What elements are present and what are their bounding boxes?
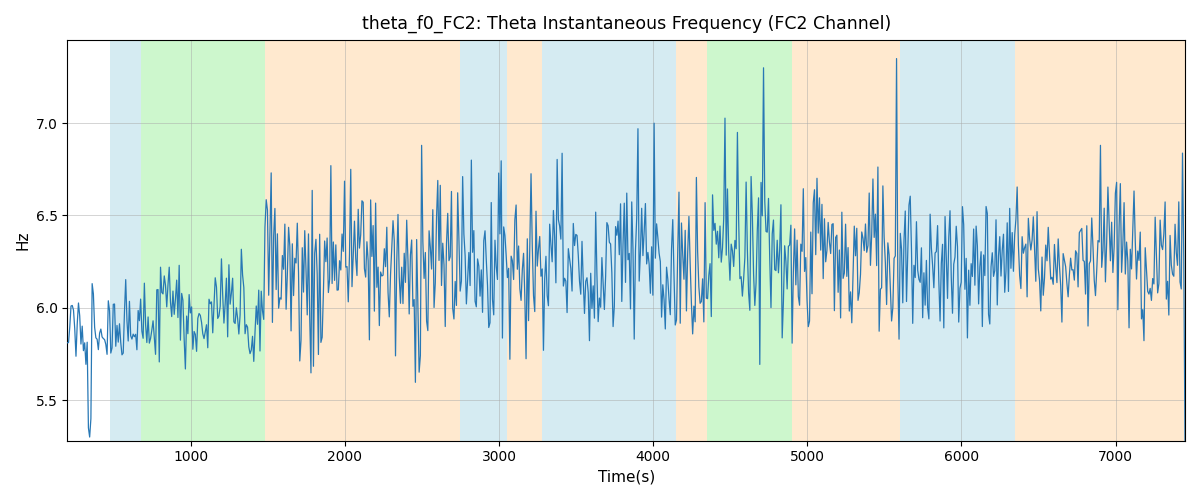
- Bar: [792, 40, 900, 440]
- Bar: [461, 40, 506, 440]
- Y-axis label: Hz: Hz: [16, 230, 30, 250]
- Title: theta_f0_FC2: Theta Instantaneous Frequency (FC2 Channel): theta_f0_FC2: Theta Instantaneous Freque…: [361, 15, 890, 34]
- Bar: [506, 40, 542, 440]
- Bar: [542, 40, 677, 440]
- Bar: [265, 40, 461, 440]
- Bar: [677, 40, 707, 440]
- Bar: [900, 40, 1015, 440]
- Bar: [1015, 40, 1186, 440]
- Bar: [142, 40, 265, 440]
- Bar: [110, 40, 142, 440]
- Bar: [707, 40, 792, 440]
- X-axis label: Time(s): Time(s): [598, 470, 655, 485]
